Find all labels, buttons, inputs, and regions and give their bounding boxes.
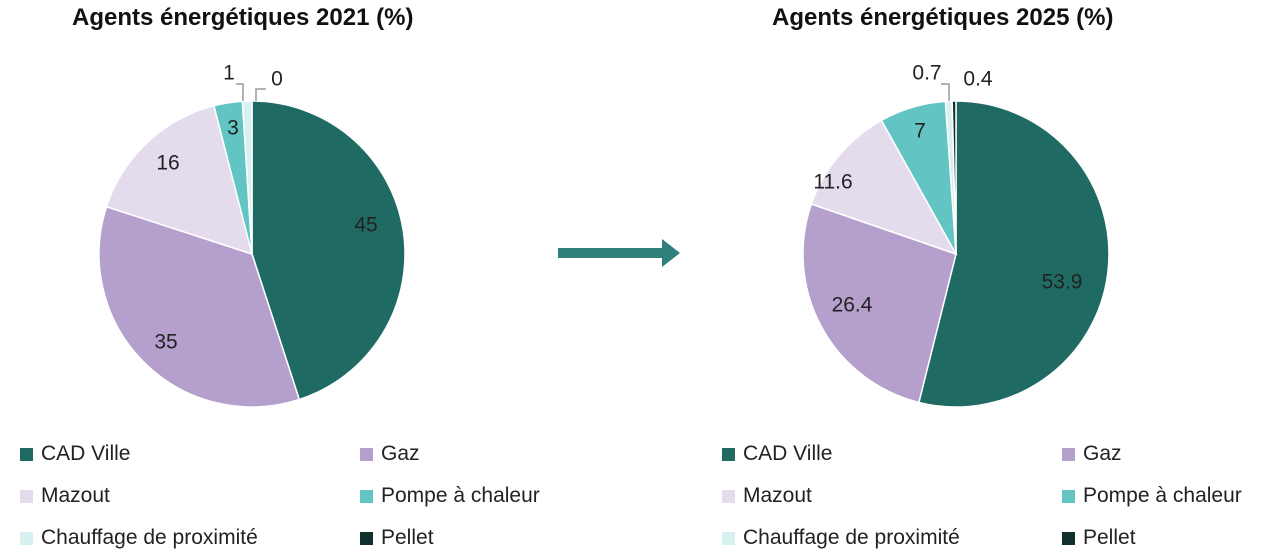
legend-item-cad-ville: CAD Ville xyxy=(20,441,130,467)
legend-item-pompe-a-chaleur: Pompe à chaleur xyxy=(1062,483,1242,509)
legend-item-gaz: Gaz xyxy=(360,441,420,467)
legend: CAD Ville Gaz Mazout Pompe à chaleur Cha… xyxy=(20,440,580,550)
pie-svg: 53.9 26.4 11.6 7 0.7 0.4 xyxy=(802,62,1110,408)
legend: CAD Ville Gaz Mazout Pompe à chaleur Cha… xyxy=(722,440,1270,550)
pie-slice-mazout xyxy=(105,104,254,256)
pie-slice-gaz xyxy=(98,205,301,408)
legend-label: Mazout xyxy=(41,484,110,507)
legend-item-gaz: Gaz xyxy=(1062,441,1122,467)
data-label-cad-ville: 53.9 xyxy=(1042,271,1083,294)
legend-item-cad-ville: CAD Ville xyxy=(722,441,832,467)
legend-swatch xyxy=(360,531,373,545)
legend-label: Mazout xyxy=(743,484,812,507)
data-label-pellet: 0.4 xyxy=(963,68,993,91)
legend-label: Pompe à chaleur xyxy=(1083,484,1242,507)
legend-label: Pellet xyxy=(381,526,434,549)
legend-swatch xyxy=(360,489,373,503)
pie-slice-cad-ville xyxy=(917,100,1110,408)
legend-swatch xyxy=(722,447,735,461)
pie-chart-2021: Agents énergétiques 2021 (%) 45 35 16 3 1 0 C… xyxy=(0,0,560,553)
leader-line xyxy=(236,83,244,101)
data-label-mazout: 16 xyxy=(156,152,179,175)
legend-swatch xyxy=(360,447,373,461)
legend-swatch xyxy=(1062,447,1075,461)
legend-item-mazout: Mazout xyxy=(20,483,110,509)
legend-label: Chauffage de proximité xyxy=(743,526,960,549)
legend-swatch xyxy=(1062,531,1075,545)
data-label-cad-ville: 45 xyxy=(354,214,377,237)
pie-slice-gaz xyxy=(802,203,957,404)
legend-label: Pellet xyxy=(1083,526,1136,549)
pie-slice-cad-ville xyxy=(251,100,406,401)
legend-item-pellet: Pellet xyxy=(1062,525,1136,551)
legend-label: CAD Ville xyxy=(743,442,833,465)
legend-swatch xyxy=(1062,489,1075,503)
data-label-chauffage-de-proximite: 0.7 xyxy=(912,62,941,85)
leader-line xyxy=(255,88,266,101)
legend-item-chauffage-de-proximite: Chauffage de proximité xyxy=(20,525,258,551)
legend-swatch xyxy=(20,447,33,461)
pie-slice-chauffage-de-proximite xyxy=(241,100,253,255)
data-label-gaz: 26.4 xyxy=(832,294,873,317)
legend-label: Pompe à chaleur xyxy=(381,484,540,507)
legend-swatch xyxy=(20,489,33,503)
chart-title: Agents énergétiques 2021 (%) xyxy=(72,4,414,31)
pie-slice-mazout xyxy=(810,119,958,256)
data-label-pompe-a-chaleur: 3 xyxy=(227,117,239,140)
pie-chart-2025: Agents énergétiques 2025 (%) 53.9 26.4 11.… xyxy=(702,0,1270,553)
legend-item-pompe-a-chaleur: Pompe à chaleur xyxy=(360,483,540,509)
legend-label: Gaz xyxy=(381,442,420,465)
legend-swatch xyxy=(20,531,33,545)
data-label-chauffage-de-proximite: 1 xyxy=(223,62,235,85)
legend-item-pellet: Pellet xyxy=(360,525,434,551)
data-label-mazout: 11.6 xyxy=(813,171,852,194)
chart-title: Agents énergétiques 2025 (%) xyxy=(772,4,1114,31)
legend-label: Gaz xyxy=(1083,442,1122,465)
pie-slice-pellet xyxy=(951,100,957,255)
legend-swatch xyxy=(722,489,735,503)
legend-item-chauffage-de-proximite: Chauffage de proximité xyxy=(722,525,960,551)
data-label-pellet: 0 xyxy=(271,68,283,91)
legend-label: Chauffage de proximité xyxy=(41,526,258,549)
data-label-pompe-a-chaleur: 7 xyxy=(914,120,926,143)
legend-item-mazout: Mazout xyxy=(722,483,812,509)
legend-swatch xyxy=(722,531,735,545)
legend-label: CAD Ville xyxy=(41,442,131,465)
arrow-right-icon xyxy=(558,239,680,267)
data-label-gaz: 35 xyxy=(154,331,177,354)
pie-svg: 45 35 16 3 1 0 xyxy=(98,62,406,408)
leader-line xyxy=(941,83,950,101)
